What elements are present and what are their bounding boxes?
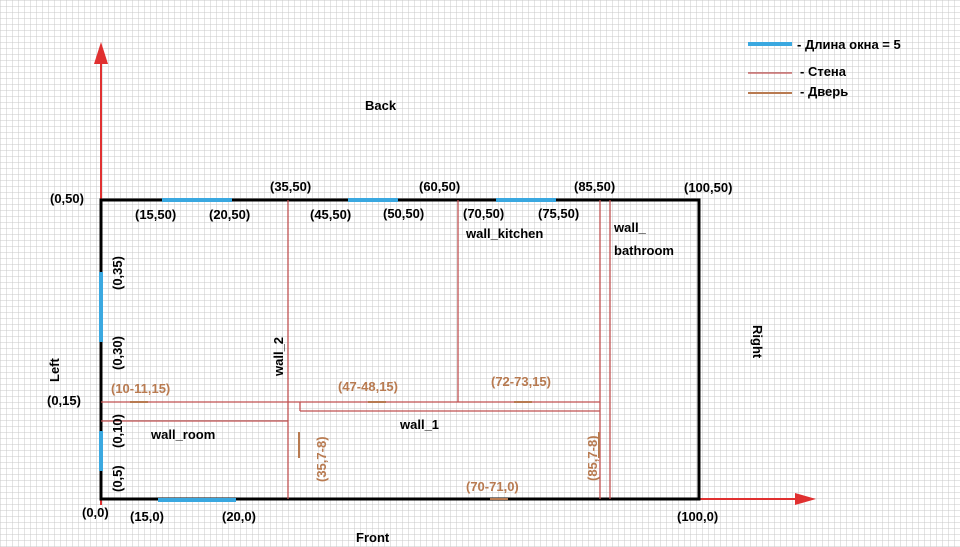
door-label-47-48-15: (47-48,15) bbox=[338, 379, 398, 394]
side-front: Front bbox=[356, 530, 390, 545]
top-label-15-50: (15,50) bbox=[135, 207, 176, 222]
axis-x bbox=[699, 493, 816, 505]
door-label-10-11-15: (10-11,15) bbox=[111, 381, 170, 396]
side-back: Back bbox=[365, 98, 397, 113]
left-label-0-5: (0,5) bbox=[110, 465, 125, 492]
left-label-0-30: (0,30) bbox=[110, 336, 125, 370]
label-top-left: (0,50) bbox=[50, 191, 84, 206]
windows bbox=[99, 198, 556, 502]
top-label-35-50: (35,50) bbox=[270, 179, 311, 194]
door-label-72-73-15: (72-73,15) bbox=[491, 374, 551, 389]
label-origin: (0,0) bbox=[82, 505, 109, 520]
wall-name-kitchen: wall_kitchen bbox=[465, 226, 543, 241]
top-label-75-50: (75,50) bbox=[538, 206, 579, 221]
top-label-20-50: (20,50) bbox=[209, 207, 250, 222]
house-outline bbox=[99, 198, 701, 501]
doors bbox=[130, 401, 600, 500]
label-bottom-right: (100,0) bbox=[677, 509, 718, 524]
side-left: Left bbox=[47, 358, 62, 383]
bottom-label-20-0: (20,0) bbox=[222, 509, 256, 524]
legend-door-label: - Дверь bbox=[800, 84, 848, 99]
door-label-70-71-0: (70-71,0) bbox=[466, 479, 519, 494]
top-label-60-50: (60,50) bbox=[419, 179, 460, 194]
door-label-85-7-8: (85,7-8) bbox=[585, 435, 600, 481]
bottom-label-15-0: (15,0) bbox=[130, 509, 164, 524]
label-top-right: (100,50) bbox=[684, 180, 732, 195]
top-label-85-50: (85,50) bbox=[574, 179, 615, 194]
legend-window-label: - Длина окна = 5 bbox=[797, 37, 901, 52]
legend-wall-label: - Стена bbox=[800, 64, 847, 79]
legend: - Длина окна = 5 - Стена - Дверь bbox=[748, 37, 901, 99]
wall-name-room: wall_room bbox=[150, 427, 215, 442]
wall-name-wall-1: wall_1 bbox=[399, 417, 439, 432]
side-right: Right bbox=[750, 325, 765, 359]
wall-name-bathroom-1: wall_ bbox=[613, 220, 647, 235]
top-label-70-50: (70,50) bbox=[463, 206, 504, 221]
left-label-0-35: (0,35) bbox=[110, 256, 125, 290]
left-label-0-10: (0,10) bbox=[110, 414, 125, 448]
wall-name-wall-2: wall_2 bbox=[271, 337, 286, 377]
wall-name-bathroom-2: bathroom bbox=[614, 243, 674, 258]
label-left-mid: (0,15) bbox=[47, 393, 81, 408]
top-label-45-50: (45,50) bbox=[310, 207, 351, 222]
door-label-35-7-8: (35,7-8) bbox=[314, 436, 329, 482]
top-label-50-50: (50,50) bbox=[383, 206, 424, 221]
